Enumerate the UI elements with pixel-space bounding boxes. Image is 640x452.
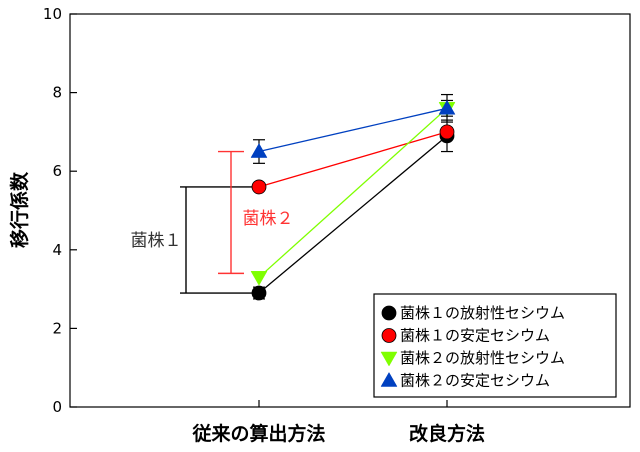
- bracket-annotation: 菌株２: [218, 150, 294, 275]
- legend-item: 菌株１の安定セシウム: [381, 327, 550, 345]
- annotations: 菌株１ 菌株２: [131, 150, 294, 294]
- y-tick-label: 2: [52, 319, 62, 337]
- bracket-label: 菌株１: [131, 231, 182, 251]
- x-category-label: 改良方法: [409, 422, 485, 445]
- legend-marker: [380, 371, 398, 387]
- data-point: [438, 99, 456, 115]
- y-tick-label: 0: [52, 398, 62, 416]
- legend: 菌株１の放射性セシウム菌株１の安定セシウム菌株２の放射性セシウム菌株２の安定セシ…: [373, 293, 617, 398]
- legend-item: 菌株２の放射性セシウム: [380, 349, 565, 367]
- series-group: [251, 124, 455, 195]
- legend-label: 菌株１の安定セシウム: [400, 327, 550, 345]
- y-tick-label: 6: [52, 162, 62, 180]
- data-point: [250, 143, 268, 158]
- data-point: [251, 285, 267, 301]
- y-tick-label: 10: [43, 5, 62, 23]
- legend-marker: [381, 328, 397, 343]
- legend-item: 菌株１の放射性セシウム: [381, 304, 565, 322]
- series-line: [258, 107, 448, 278]
- series-line: [258, 107, 448, 153]
- series-layer: [250, 93, 456, 301]
- y-tick-label: 8: [52, 84, 62, 102]
- legend-marker: [381, 305, 397, 321]
- data-point: [439, 124, 455, 140]
- plot-frame: [69, 13, 631, 408]
- legend-item: 菌株２の安定セシウム: [380, 371, 550, 390]
- series-line: [258, 131, 448, 188]
- series-line: [258, 135, 448, 294]
- data-point: [251, 179, 267, 195]
- series-group: [250, 93, 456, 164]
- data-point: [250, 271, 268, 286]
- legend-label: 菌株１の放射性セシウム: [400, 304, 565, 322]
- x-axis: 従来の算出方法 改良方法: [191, 400, 485, 445]
- legend-box: [373, 293, 617, 398]
- legend-marker: [380, 351, 398, 367]
- bracket-annotation: 菌株１: [131, 186, 262, 294]
- legend-label: 菌株２の安定セシウム: [400, 372, 550, 390]
- y-axis: 0 2 4 6 8 10: [43, 5, 77, 416]
- x-category-label: 従来の算出方法: [191, 422, 325, 445]
- y-axis-title: 移行係数: [8, 171, 31, 248]
- bracket-label: 菌株２: [243, 209, 294, 229]
- legend-label: 菌株２の放射性セシウム: [400, 349, 565, 367]
- y-tick-label: 4: [52, 241, 62, 259]
